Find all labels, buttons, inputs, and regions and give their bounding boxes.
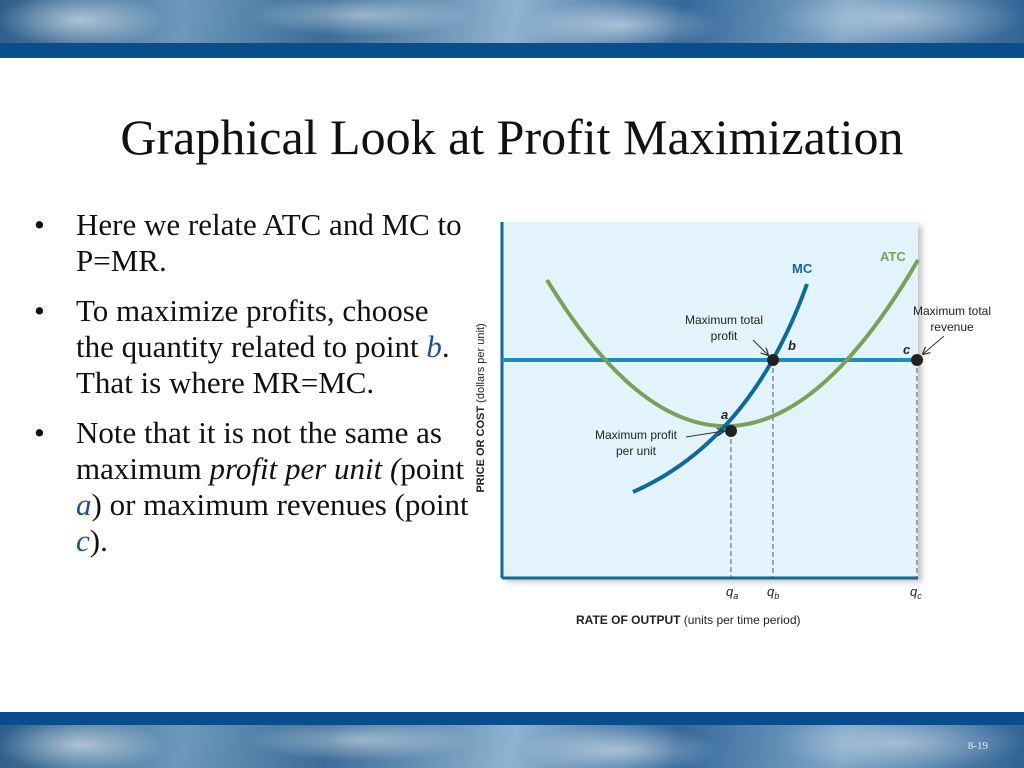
point-c-label: c [903,342,911,357]
arrow-max-profit-unit [685,431,724,438]
annotation-max-profit-unit-line2: per unit [616,444,657,458]
tick-qb-main: q [767,584,775,599]
bullet-1-text: Here we relate ATC and MC to P=MR. [76,207,462,278]
bullet-3-point-a: a [76,487,92,522]
plot-panel [502,222,918,578]
annotation-max-total-profit-line2: profit [711,329,738,343]
slide-number: 8-19 [967,740,988,752]
annotation-max-total-profit-line1: Maximum total [685,313,763,327]
y-axis-label-rest: (dollars per unit) [475,323,487,406]
bullet-2-point-b: b [426,329,442,364]
point-b-label: b [788,338,796,353]
diagram-svg: PRICE OR COST (dollars per unit) MC ATC … [475,222,991,627]
tick-qc-main: q [910,584,918,599]
tick-qc-sub: c [917,591,922,601]
tick-qa: qa [726,584,738,601]
x-axis-label: RATE OF OUTPUT (units per time period) [576,613,800,627]
bullet-item-3: Note that it is not the same as maximum … [30,415,470,559]
point-a-marker [725,425,737,437]
footer-stripe [0,712,1024,725]
bullet-3-text-d: ). [89,523,108,558]
x-axis-label-bold: RATE OF OUTPUT [576,613,681,627]
point-b-marker [767,354,779,366]
bullet-2-text-a: To maximize profits, choose the quantity… [76,293,429,364]
y-axis-label-bold: PRICE OR COST [475,406,487,493]
slide-title: Graphical Look at Profit Maximization [120,109,904,165]
tick-qc: qc [910,584,922,601]
profit-diagram: PRICE OR COST (dollars per unit) MC ATC … [470,212,1010,632]
tick-qb-sub: b [774,591,779,601]
annotation-max-profit-unit-line1: Maximum profit [595,428,678,442]
bullet-3-point-c: c [76,523,90,558]
tick-qa-sub: a [733,591,738,601]
mc-curve [632,283,809,494]
bottom-banner: 8-19 [0,712,1024,768]
arrow-max-total-profit [752,339,768,355]
x-axis-label-rest: (units per time period) [680,613,800,627]
y-axis-label: PRICE OR COST (dollars per unit) [475,323,487,492]
atc-label: ATC [880,249,906,264]
bullet-list: Here we relate ATC and MC to P=MR. To ma… [30,207,470,573]
point-a-label: a [721,407,728,422]
banner-stripe [0,43,1024,58]
bullet-3-text-a: Note that it is not the same as maximum [76,415,442,486]
tick-qb: qb [767,584,779,601]
bullet-3-text-c: ) or maximum revenues (point [91,487,469,522]
bullet-3-italic: profit per unit ( [209,451,401,486]
top-banner [0,0,1024,58]
bullet-3-text-b: point [400,451,465,486]
bullet-item-2: To maximize profits, choose the quantity… [30,293,470,401]
footer-photo [0,725,1024,768]
mc-label: MC [792,261,813,276]
tick-qa-main: q [726,584,734,599]
bullet-item-1: Here we relate ATC and MC to P=MR. [30,207,470,279]
annotation-max-total-revenue-line1: Maximum total [913,304,991,318]
bullet-2-text-b: . That is where MR=MC. [76,329,450,400]
annotation-max-total-revenue-line2: revenue [930,320,974,334]
arrow-max-total-revenue [923,335,945,354]
point-c-marker [911,354,923,366]
